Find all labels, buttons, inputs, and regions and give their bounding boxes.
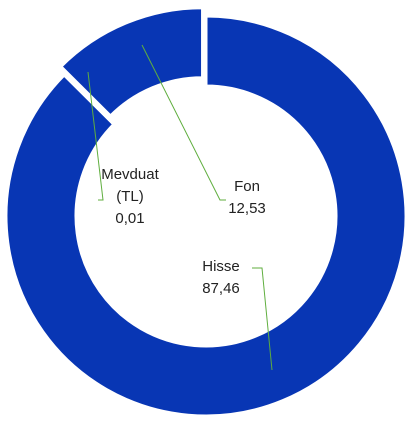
leader-line bbox=[141, 44, 226, 201]
label: Fon 12,53 bbox=[222, 176, 272, 220]
category-label: Mevduat (TL) bbox=[101, 166, 159, 205]
category-label: Hisse bbox=[202, 258, 240, 275]
label: Mevduat (TL) 0,01 bbox=[100, 164, 160, 230]
value-label: 87,46 bbox=[202, 280, 240, 297]
slice bbox=[58, 6, 205, 119]
category-label: Fon bbox=[234, 178, 260, 195]
slice bbox=[62, 72, 117, 127]
slice bbox=[4, 14, 408, 418]
leader-line bbox=[87, 71, 104, 201]
value-label: 12,53 bbox=[228, 200, 266, 217]
label: Hisse 87,46 bbox=[186, 256, 256, 300]
value-label: 0,01 bbox=[115, 210, 145, 227]
leader-line bbox=[252, 267, 273, 371]
